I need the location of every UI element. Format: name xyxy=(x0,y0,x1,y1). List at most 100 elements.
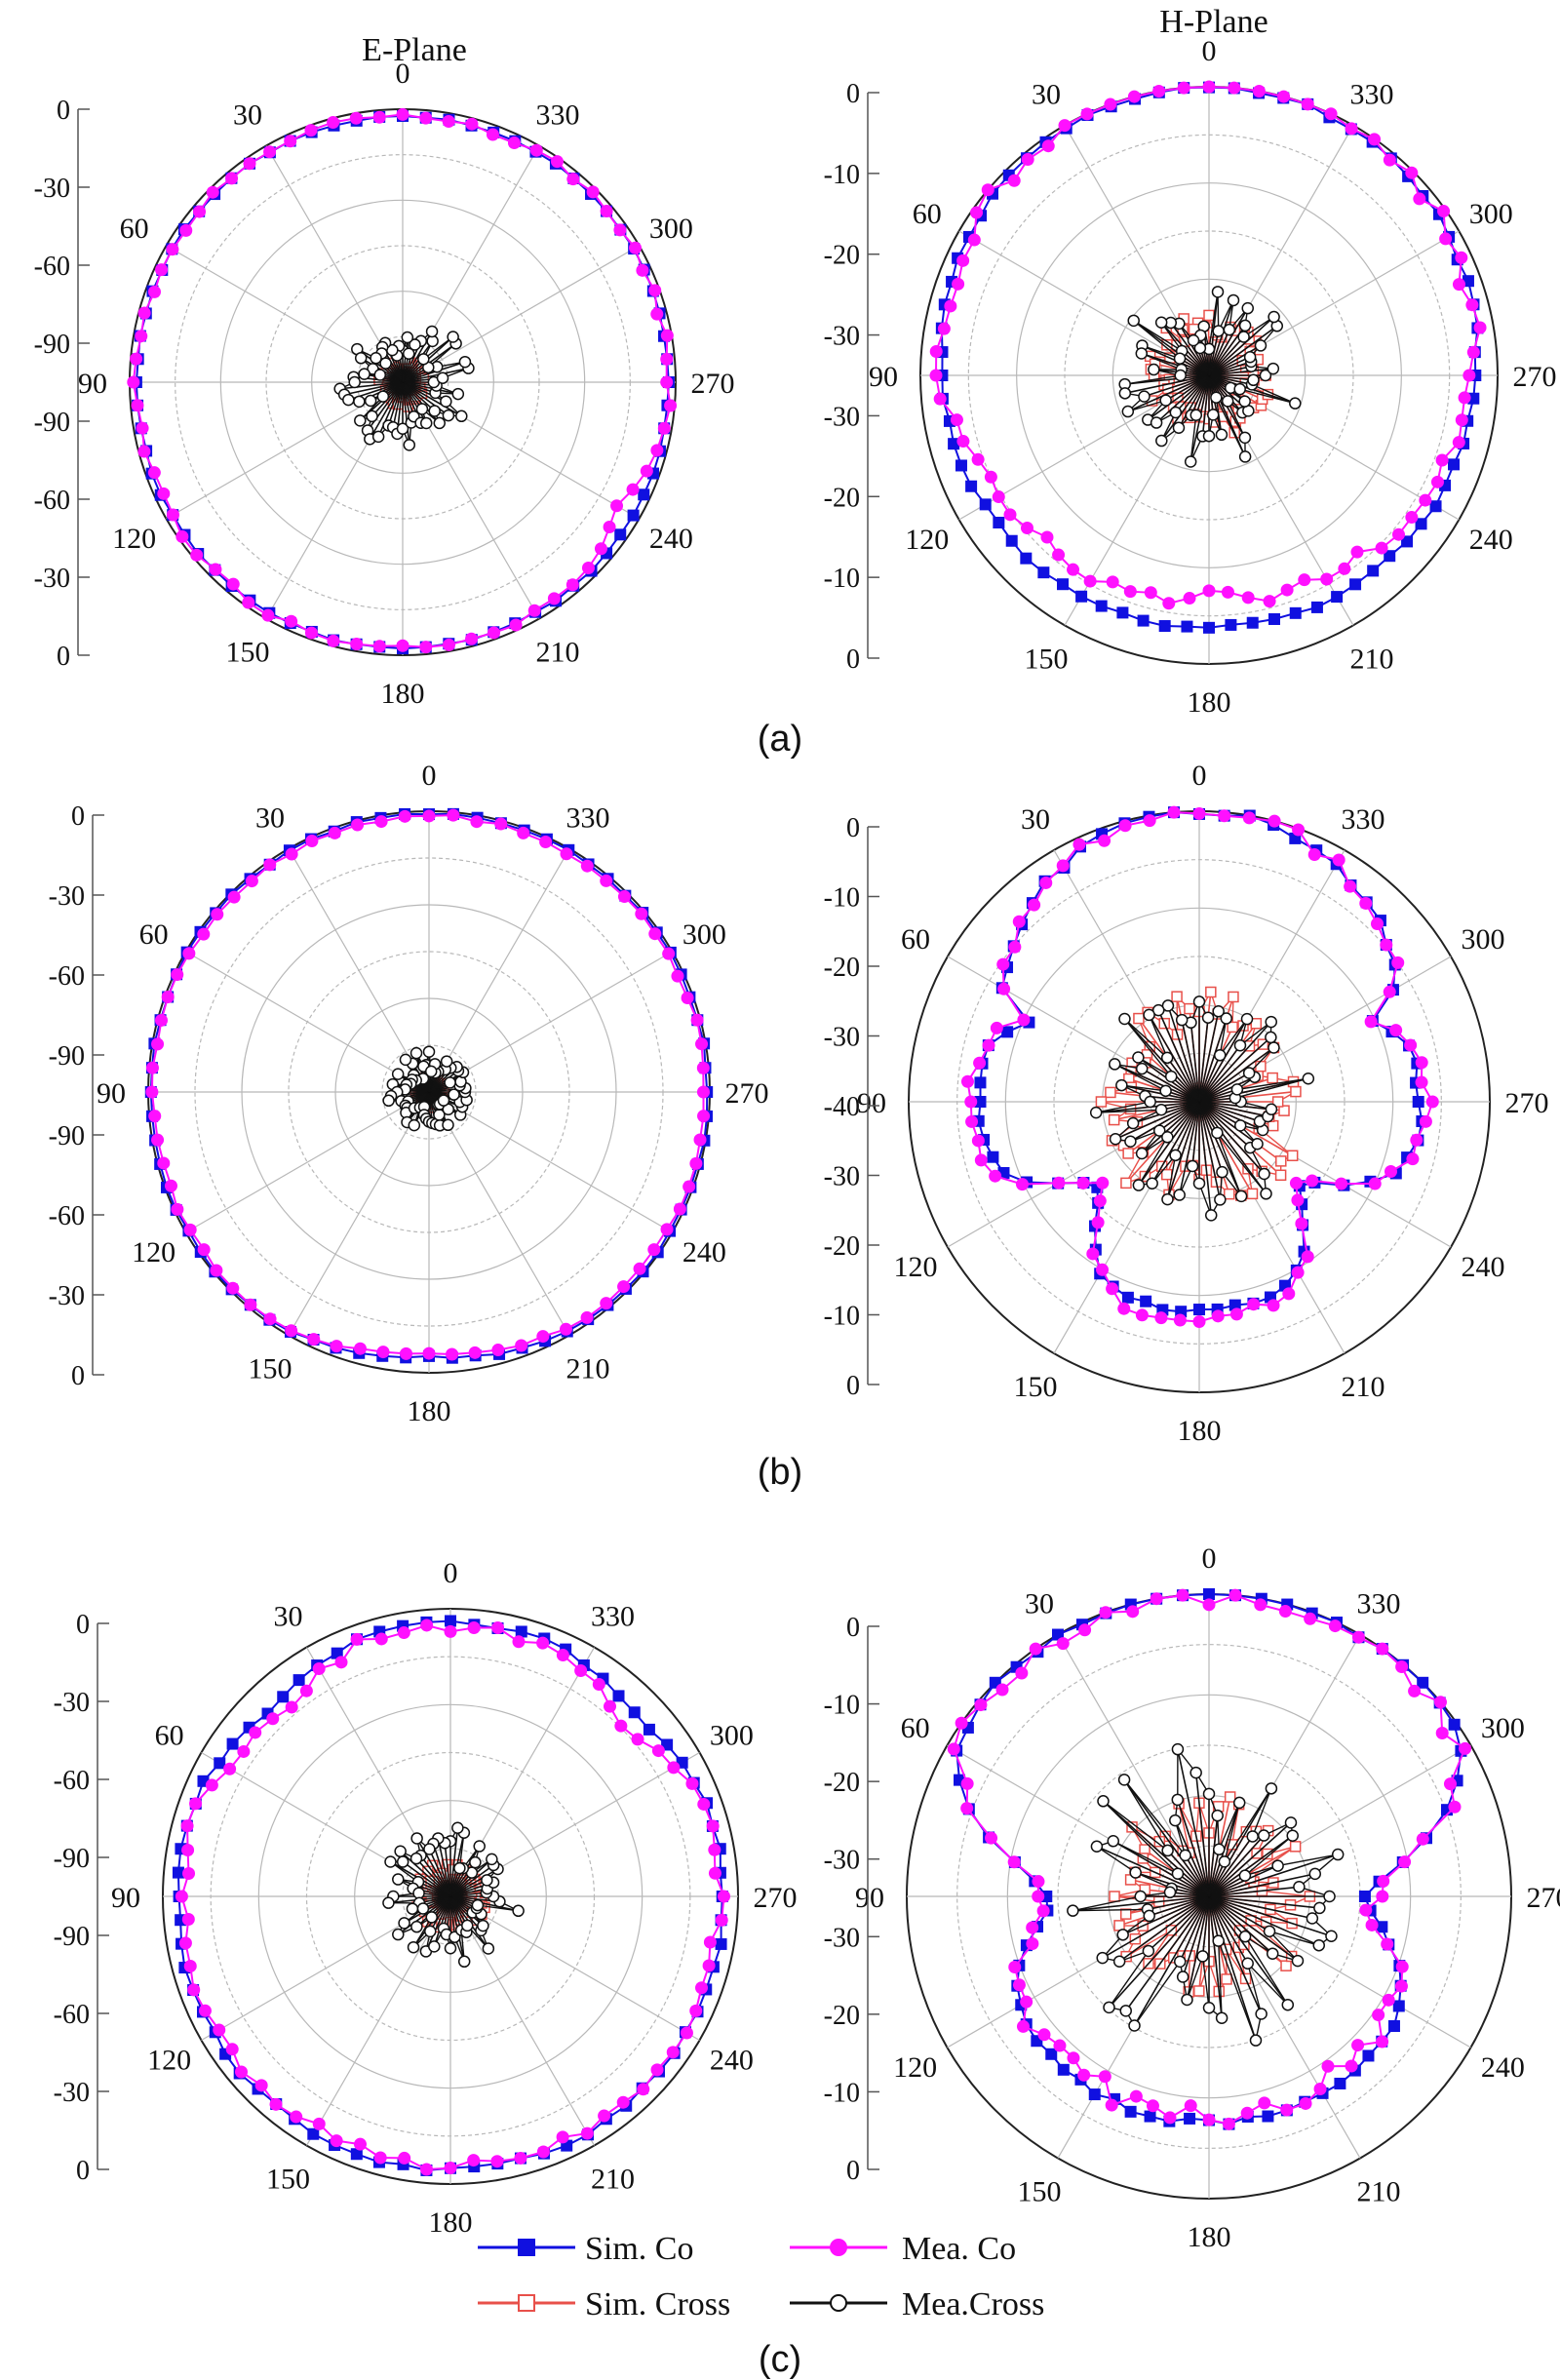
data-point xyxy=(440,1055,453,1068)
angle-tick-label: 60 xyxy=(901,1712,930,1744)
series-spoke xyxy=(1198,1036,1271,1103)
data-point xyxy=(1268,814,1281,828)
data-point xyxy=(955,1716,968,1730)
data-point xyxy=(1358,1891,1371,1902)
series-spoke xyxy=(1160,374,1210,442)
data-point xyxy=(1020,1995,1034,2009)
data-point xyxy=(1148,363,1160,376)
data-point xyxy=(1175,1013,1189,1027)
legend: Sim. Co Mea. Co Sim. Cross Mea.Cross xyxy=(478,2231,1044,2322)
data-point xyxy=(1105,2098,1118,2112)
data-point xyxy=(1037,2028,1051,2042)
data-point xyxy=(1117,1302,1131,1315)
series-spoke xyxy=(392,381,404,428)
series-spoke xyxy=(1201,374,1210,437)
angle-tick-label: 0 xyxy=(1192,760,1207,792)
data-point xyxy=(574,1664,588,1678)
data-point xyxy=(1138,390,1150,403)
series-spoke xyxy=(1167,1850,1210,1897)
data-point xyxy=(1310,601,1323,613)
data-point xyxy=(693,1133,707,1147)
data-point xyxy=(453,1861,466,1875)
radial-tick-label: -30 xyxy=(54,2078,90,2108)
data-point xyxy=(1173,1955,1187,1969)
data-point xyxy=(1213,1843,1226,1856)
data-point xyxy=(1056,1637,1070,1651)
data-point xyxy=(205,1778,218,1792)
series-spoke xyxy=(1208,1895,1320,1946)
angle-tick-label: 120 xyxy=(132,1236,176,1268)
data-point xyxy=(1345,122,1358,136)
data-point xyxy=(1268,612,1280,625)
grid-spoke xyxy=(428,848,570,1093)
data-point xyxy=(1375,541,1388,555)
data-point xyxy=(358,368,370,380)
data-point xyxy=(664,399,678,412)
data-point xyxy=(425,1911,438,1924)
data-point xyxy=(1307,847,1321,861)
data-point xyxy=(614,1719,628,1733)
data-point xyxy=(269,2097,283,2111)
data-point xyxy=(1005,534,1018,547)
series-spoke xyxy=(1208,307,1249,376)
data-point xyxy=(633,1262,646,1275)
angle-tick-label: 30 xyxy=(233,99,262,132)
series-spoke xyxy=(1072,1895,1210,1912)
data-point xyxy=(1278,1105,1290,1116)
data-point xyxy=(616,2095,630,2109)
data-point xyxy=(354,352,368,365)
data-point xyxy=(1132,1051,1145,1064)
data-point xyxy=(1376,1890,1389,1903)
data-point xyxy=(372,640,386,653)
data-point xyxy=(1289,397,1302,410)
data-point xyxy=(1241,591,1255,605)
data-point xyxy=(1384,1165,1397,1179)
series-spoke xyxy=(1198,1101,1213,1216)
series-spoke xyxy=(1208,1835,1265,1897)
data-point xyxy=(428,405,441,417)
series-spoke xyxy=(1182,1895,1210,1977)
data-point xyxy=(419,416,433,430)
series-spoke xyxy=(1194,1773,1210,1897)
data-point xyxy=(193,205,207,218)
data-point xyxy=(486,1853,498,1866)
data-point xyxy=(198,2004,212,2017)
radial-tick-label: -30 xyxy=(824,1162,860,1192)
series-spoke xyxy=(402,367,469,383)
series-spoke xyxy=(1190,1022,1200,1103)
data-point xyxy=(1099,1606,1112,1619)
series-spoke xyxy=(1130,1101,1200,1143)
series-spoke xyxy=(402,381,449,416)
data-point xyxy=(982,1038,995,1052)
data-point xyxy=(515,1339,528,1352)
angle-tick-label: 300 xyxy=(1469,198,1513,230)
data-point xyxy=(147,285,161,298)
data-point xyxy=(636,263,649,277)
data-point xyxy=(1075,590,1088,603)
data-point xyxy=(1137,614,1150,627)
radial-tick-label: -30 xyxy=(34,564,70,594)
data-point xyxy=(666,2046,680,2059)
data-point xyxy=(1232,1796,1246,1810)
angle-tick-label: 300 xyxy=(649,213,693,245)
data-point xyxy=(971,452,985,466)
radial-tick-label: -60 xyxy=(34,486,70,516)
series-spoke xyxy=(402,336,409,383)
series-spoke xyxy=(1175,374,1210,413)
series-spoke xyxy=(1208,1821,1292,1897)
data-point xyxy=(1267,1299,1280,1312)
data-point xyxy=(161,991,175,1004)
data-point xyxy=(1408,1684,1422,1697)
data-point xyxy=(1240,1012,1254,1026)
data-point xyxy=(349,111,363,125)
data-point xyxy=(1291,1193,1305,1207)
data-point xyxy=(396,639,410,652)
data-point xyxy=(1143,1008,1155,1022)
data-point xyxy=(408,1118,421,1132)
series-spoke xyxy=(1186,1895,1210,2001)
data-point xyxy=(1430,475,1444,488)
series-spoke xyxy=(1198,1101,1259,1145)
data-point xyxy=(171,1202,184,1216)
data-point xyxy=(973,1056,987,1070)
data-point xyxy=(1211,1309,1225,1323)
